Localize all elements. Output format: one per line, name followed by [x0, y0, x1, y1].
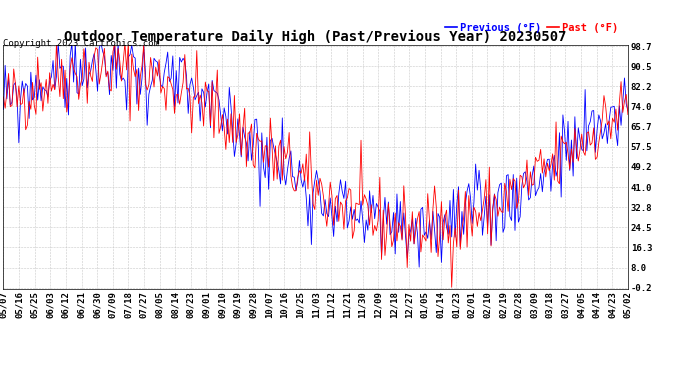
Title: Outdoor Temperature Daily High (Past/Previous Year) 20230507: Outdoor Temperature Daily High (Past/Pre…	[64, 30, 567, 44]
Text: Copyright 2023 Cartronics.com: Copyright 2023 Cartronics.com	[3, 39, 159, 48]
Legend: Previous (°F), Past (°F): Previous (°F), Past (°F)	[440, 18, 622, 37]
